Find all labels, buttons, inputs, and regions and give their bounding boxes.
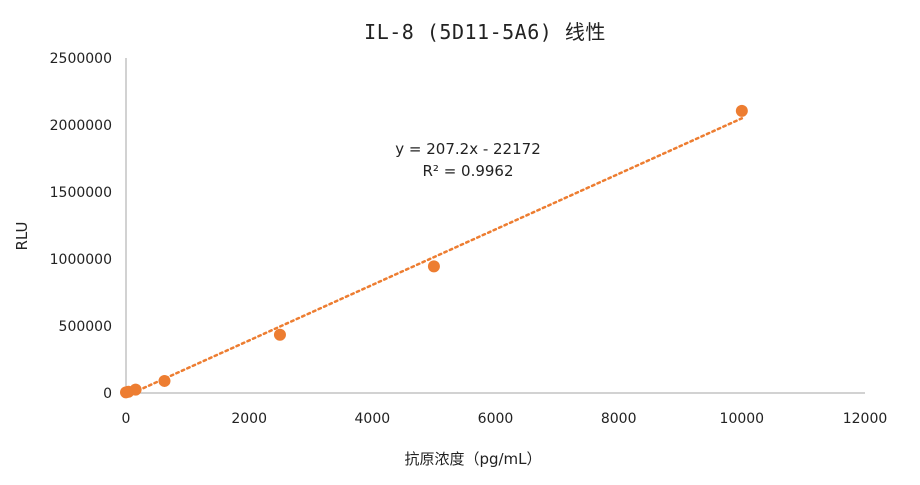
y-tick-label: 0 — [103, 386, 112, 402]
data-point — [735, 104, 748, 117]
y-axis-label: RLU — [13, 221, 31, 250]
trendline-r2: R² = 0.9962 — [422, 162, 513, 180]
y-tick-label: 2000000 — [50, 118, 112, 134]
x-tick-label: 2000 — [231, 411, 267, 427]
x-tick-label: 6000 — [478, 411, 514, 427]
trendline-group — [131, 117, 744, 395]
data-point — [158, 374, 171, 387]
y-tick-label: 2500000 — [50, 51, 112, 67]
trendline-equation: y = 207.2x - 22172 — [395, 140, 540, 158]
y-tick-label: 500000 — [59, 319, 112, 335]
x-tick-label: 10000 — [720, 411, 765, 427]
y-axis-ticks: 0 500000 1000000 1500000 2000000 2500000 — [50, 51, 112, 402]
x-tick-label: 8000 — [601, 411, 637, 427]
y-tick-label: 1500000 — [50, 185, 112, 201]
x-tick-label: 4000 — [355, 411, 391, 427]
trendline — [131, 117, 744, 395]
x-tick-label: 0 — [122, 411, 131, 427]
x-tick-label: 12000 — [843, 411, 888, 427]
y-tick-label: 1000000 — [50, 252, 112, 268]
data-point — [273, 328, 286, 341]
chart-title: IL-8 (5D11-5A6) 线性 — [364, 20, 606, 44]
data-points — [120, 104, 748, 399]
data-point — [427, 260, 440, 273]
x-axis-ticks: 0 2000 4000 6000 8000 10000 12000 — [122, 411, 888, 427]
data-point — [129, 383, 142, 396]
x-axis-label: 抗原浓度（pg/mL） — [404, 450, 541, 468]
